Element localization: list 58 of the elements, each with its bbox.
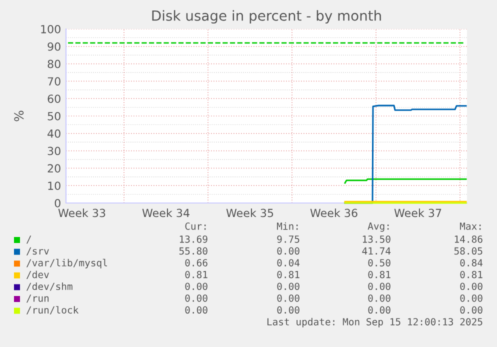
- x-tick-label: Week 35: [226, 208, 274, 218]
- text: 0.00: [277, 306, 300, 314]
- y-tick-label: 70: [48, 77, 60, 86]
- y-axis-title: %: [14, 110, 24, 122]
- text: 14.86: [454, 235, 482, 243]
- text: 13.50: [362, 235, 390, 243]
- text: 0.00: [460, 294, 482, 302]
- text: 0.84: [460, 259, 483, 266]
- text: 0.00: [277, 282, 300, 290]
- text: Avg:: [368, 222, 389, 232]
- text: 0.00: [185, 306, 208, 314]
- y-tick-label: 90: [48, 42, 60, 51]
- y-tick-label: 60: [48, 94, 60, 103]
- text: 0.00: [185, 282, 208, 290]
- text: 9.75: [277, 235, 300, 243]
- text: Min:: [276, 222, 298, 230]
- text: 0.00: [277, 294, 300, 302]
- text: 0.00: [185, 294, 208, 302]
- y-tick-label: 30: [48, 146, 60, 156]
- text: Last update: Mon Sep 15 12:00:13 2025: [267, 318, 482, 328]
- y-tick-label: 10: [48, 182, 60, 190]
- chart-title: Disk usage in percent - by month: [152, 10, 381, 24]
- text: 0.00: [277, 247, 300, 255]
- legend-label: /dev/shm: [26, 282, 72, 291]
- text: 58.05: [454, 247, 482, 255]
- text: 0.00: [368, 306, 390, 314]
- text: 0.50: [368, 259, 390, 266]
- y-tick-label: 80: [48, 60, 60, 68]
- y-tick-label: 100: [41, 24, 60, 34]
- text: 0.81: [460, 270, 482, 278]
- x-tick-label: Week 33: [58, 208, 106, 218]
- legend-label: /var/lib/mysql: [26, 258, 107, 268]
- text: Cur:: [185, 222, 206, 230]
- x-tick-label: Week 36: [310, 208, 358, 218]
- text: 0.81: [368, 270, 390, 278]
- x-tick-label: Week 34: [142, 208, 190, 218]
- x-tick-label: Week 37: [394, 208, 442, 218]
- text: 0.04: [277, 259, 300, 266]
- text: 13.69: [180, 235, 208, 243]
- y-tick-label: 20: [48, 164, 60, 173]
- text: 0.00: [460, 306, 482, 314]
- legend-label: /run: [26, 294, 49, 303]
- text: 41.74: [362, 247, 391, 255]
- text: 0.66: [185, 259, 208, 266]
- text: Max:: [460, 222, 481, 230]
- legend-label: /srv: [26, 247, 49, 256]
- legend-label: /: [26, 236, 32, 244]
- y-tick-label: 50: [48, 112, 60, 120]
- y-tick-label: 0: [54, 198, 60, 208]
- legend-label: /run/lock: [26, 306, 79, 314]
- text: 0.81: [277, 270, 300, 278]
- text: 0.00: [460, 282, 482, 290]
- text: 0.00: [368, 282, 390, 290]
- text: 0.81: [185, 270, 208, 278]
- text: 0.00: [368, 294, 390, 302]
- text: 55.80: [179, 247, 208, 255]
- legend-label: /dev: [26, 270, 49, 280]
- y-tick-label: 40: [48, 129, 60, 138]
